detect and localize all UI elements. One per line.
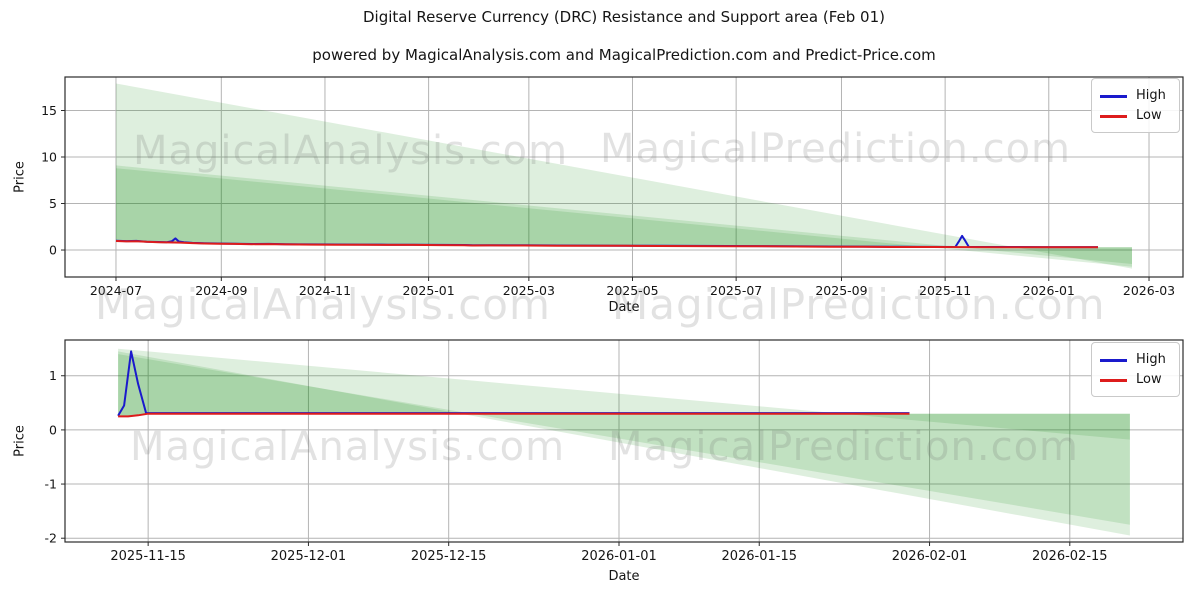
chart-title: Digital Reserve Currency (DRC) Resistanc…	[363, 8, 885, 26]
x-tick-label: 2025-07	[710, 283, 762, 298]
y-tick-label: 0	[49, 422, 57, 437]
y-tick-label: 0	[49, 243, 57, 258]
legend-top: High Low	[1091, 78, 1180, 133]
y-tick-label: -2	[45, 531, 57, 546]
legend-entry-low: Low	[1100, 106, 1171, 126]
x-tick-label: 2024-11	[299, 283, 351, 298]
x-axis-label-top: Date	[608, 300, 640, 315]
legend-label-low: Low	[1136, 372, 1162, 387]
legend-label-low: Low	[1136, 108, 1162, 123]
legend-entry-high: High	[1100, 350, 1171, 370]
resistance-support-bands	[116, 83, 1132, 269]
chart-subtitle: powered by MagicalAnalysis.com and Magic…	[312, 46, 936, 64]
x-tick-label: 2026-03	[1123, 283, 1175, 298]
x-tick-label: 2026-01-15	[721, 549, 797, 564]
ticks: 2024-07 2024-09 2024-11 2025-01 2025-03 2025-…	[41, 103, 1175, 298]
forecast-band	[118, 348, 1130, 440]
x-tick-label: 2026-01	[1023, 283, 1075, 298]
resistance-support-bands	[118, 348, 1130, 536]
forecast-band	[116, 83, 1132, 269]
y-tick-label: 1	[49, 368, 57, 383]
x-axis-label-bottom: Date	[608, 569, 640, 584]
x-tick-label: 2024-07	[90, 283, 142, 298]
ticks: 2025-11-15 2025-12-01 2025-12-15 2026-01-01…	[45, 368, 1108, 564]
x-tick-label: 2025-09	[815, 283, 867, 298]
x-tick-label: 2026-01-01	[581, 549, 657, 564]
plot-border	[64, 76, 1184, 278]
x-tick-label: 2026-02-15	[1032, 549, 1108, 564]
forecast-band	[116, 168, 1132, 267]
low-line-swatch	[1100, 114, 1127, 118]
legend-label-high: High	[1136, 352, 1166, 367]
legend-label-high: High	[1136, 88, 1166, 103]
x-tick-label: 2025-11-15	[110, 549, 186, 564]
legend-bottom: High Low	[1091, 342, 1180, 397]
chart-history-and-forecast: 2024-07 2024-09 2024-11 2025-01 2025-03 2025-…	[41, 76, 1184, 298]
forecast-band	[116, 165, 1132, 264]
forecast-band	[118, 351, 1130, 536]
low-line	[115, 240, 1098, 249]
low-line-swatch	[1100, 378, 1127, 382]
x-tick-label: 2025-01	[402, 283, 454, 298]
x-tick-label: 2025-12-15	[411, 549, 487, 564]
high-line-swatch	[1100, 94, 1127, 98]
chart-forecast-zoom: 2025-11-15 2025-12-01 2025-12-15 2026-01-01…	[45, 339, 1184, 564]
low-line	[118, 412, 910, 418]
plot-border	[64, 339, 1184, 543]
forecast-band	[118, 354, 1130, 525]
y-tick-label: 5	[49, 196, 57, 211]
y-axis-label-top: Price	[12, 161, 28, 193]
high-line-swatch	[1100, 358, 1127, 362]
x-tick-label: 2025-12-01	[271, 549, 347, 564]
x-tick-label: 2025-11	[919, 283, 971, 298]
legend-entry-low: Low	[1100, 370, 1171, 390]
x-tick-label: 2025-03	[503, 283, 555, 298]
x-tick-label: 2024-09	[195, 283, 247, 298]
x-tick-label: 2026-02-01	[892, 549, 968, 564]
legend-entry-high: High	[1100, 86, 1171, 106]
x-tick-label: 2025-05	[606, 283, 658, 298]
y-axis-label-bottom: Price	[12, 425, 28, 457]
y-tick-label: 10	[41, 150, 57, 165]
y-tick-label: 15	[41, 103, 57, 118]
grid	[65, 340, 1183, 542]
y-tick-label: -1	[45, 477, 57, 492]
